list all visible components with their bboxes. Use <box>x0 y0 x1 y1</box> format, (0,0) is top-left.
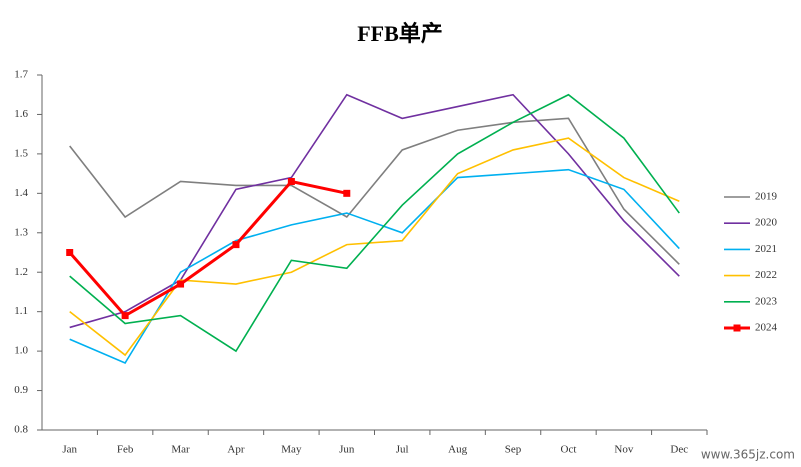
point-marker <box>343 189 351 197</box>
chart-title: FFB单产 <box>357 21 443 46</box>
series-line <box>69 137 680 357</box>
series-line <box>68 179 348 318</box>
x-tick-label: Apr <box>227 444 244 456</box>
point-marker <box>177 280 185 288</box>
y-tick-label: 1.0 <box>14 345 28 357</box>
x-tick-label: Nov <box>614 444 633 456</box>
x-tick-label: Dec <box>670 444 688 456</box>
x-tick-label: Jun <box>339 444 355 456</box>
x-tick-label: May <box>281 444 302 456</box>
y-tick-label: 0.9 <box>14 384 28 396</box>
y-tick-label: 1.4 <box>14 187 28 199</box>
x-tick-label: Oct <box>561 444 577 456</box>
series-line <box>69 93 680 329</box>
legend-label: 2023 <box>755 295 778 307</box>
legend-label: 2021 <box>755 243 777 255</box>
legend-label: 2020 <box>755 217 778 229</box>
y-tick-label: 1.2 <box>14 266 28 278</box>
point-marker <box>66 249 74 256</box>
x-tick-label: Aug <box>448 444 467 456</box>
point-marker <box>121 312 129 320</box>
point-marker <box>232 241 240 249</box>
legend-label: 2019 <box>755 191 778 203</box>
x-tick-label: Jul <box>396 444 409 456</box>
point-marker <box>287 178 295 185</box>
series-line <box>69 93 680 353</box>
y-tick-label: 1.7 <box>14 69 28 81</box>
x-tick-label: Jan <box>62 444 77 456</box>
y-tick-label: 1.3 <box>14 226 28 238</box>
y-tick-label: 1.5 <box>14 147 28 159</box>
x-tick-label: Feb <box>117 444 134 456</box>
legend-label: 2024 <box>755 322 778 334</box>
series-line <box>69 168 680 364</box>
watermark: www.365jz.com <box>701 448 795 462</box>
y-tick-label: 1.6 <box>14 108 28 120</box>
x-tick-label: Mar <box>171 444 190 456</box>
y-tick-label: 1.1 <box>14 305 28 317</box>
legend-label: 2022 <box>755 269 777 281</box>
x-tick-label: Sep <box>505 444 522 456</box>
legend-marker <box>733 324 741 332</box>
y-tick-label: 0.8 <box>14 424 28 436</box>
series-line <box>69 117 680 265</box>
